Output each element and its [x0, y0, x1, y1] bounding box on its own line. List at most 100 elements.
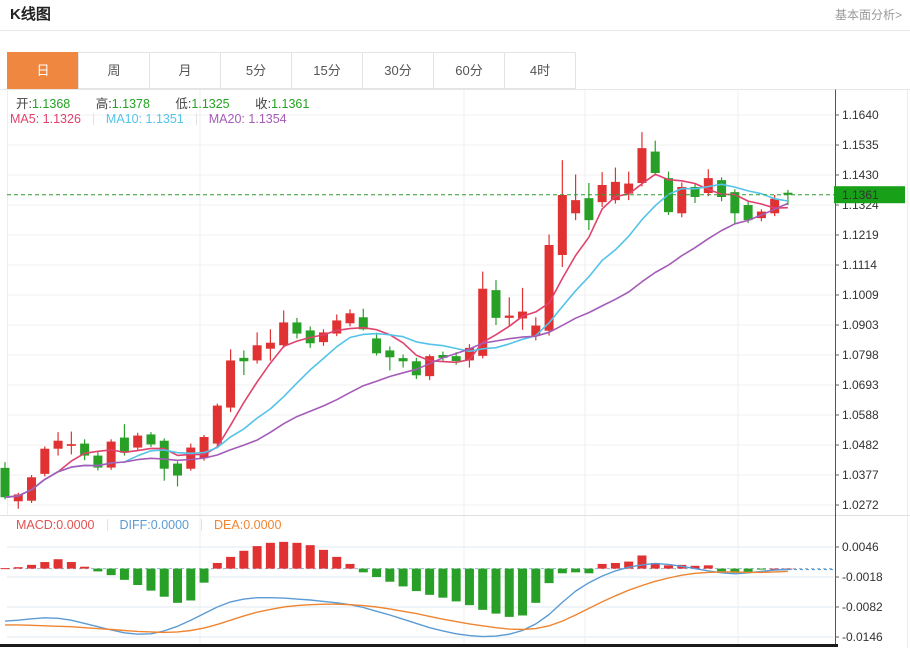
- page-title: K线图: [10, 6, 51, 23]
- macd-bar: [478, 568, 488, 610]
- macd-bar: [571, 568, 581, 573]
- candle-body: [544, 245, 554, 331]
- tab-60min[interactable]: 60分: [433, 52, 505, 89]
- current-price-badge: 1.1361: [834, 186, 905, 204]
- macd-bar: [199, 568, 209, 583]
- macd-bar: [584, 568, 594, 574]
- macd-bar: [756, 568, 766, 570]
- candle-body: [518, 311, 528, 319]
- chart-area[interactable]: 1.1640 1.1535 1.1430 1.1324 1.1219 1.1114 1.10…: [0, 89, 910, 648]
- macd-bar: [119, 568, 129, 580]
- price-axis-label: 1.1640: [842, 108, 879, 122]
- candle-body: [186, 447, 196, 469]
- macd-bar: [292, 542, 302, 569]
- macd-bar: [226, 556, 236, 569]
- candle-body: [279, 322, 289, 346]
- current-price-value: 1.1361: [842, 188, 879, 202]
- macd-bar: [0, 568, 10, 570]
- candle-body: [425, 356, 435, 377]
- macd-axis-label: 0.0046: [842, 540, 879, 554]
- candle-body: [93, 455, 103, 468]
- price-axis-label: 1.0482: [842, 438, 879, 452]
- tab-4hour[interactable]: 4时: [504, 52, 576, 89]
- macd-bar: [650, 562, 660, 569]
- candle-body: [557, 195, 567, 255]
- page-header: K线图 基本面分析>: [0, 0, 910, 31]
- candle-body: [690, 187, 700, 197]
- macd-bar: [624, 561, 634, 569]
- tab-30min[interactable]: 30分: [362, 52, 434, 89]
- macd-bar: [491, 568, 501, 614]
- candle-body: [53, 440, 63, 449]
- tab-5min[interactable]: 5分: [220, 52, 292, 89]
- macd-bar: [53, 559, 63, 569]
- macd-bar: [411, 568, 421, 592]
- ma20-line: [4, 202, 789, 499]
- tab-day[interactable]: 日: [7, 52, 79, 89]
- macd-bar: [332, 556, 342, 569]
- candle-body: [173, 463, 183, 476]
- price-axis-label: 1.0903: [842, 318, 879, 332]
- candle-body: [411, 361, 421, 376]
- macd-bar: [717, 568, 727, 572]
- macd-axis-label: -0.0082: [842, 600, 883, 614]
- candle-body: [624, 183, 634, 194]
- price-axis-label: 1.0377: [842, 468, 879, 482]
- price-axis-label: 1.1114: [842, 258, 877, 272]
- candle-body: [345, 313, 355, 324]
- tab-week[interactable]: 周: [78, 52, 150, 89]
- fundamental-analysis-link[interactable]: 基本面分析>: [834, 8, 902, 22]
- macd-bar: [557, 568, 567, 574]
- candle-body: [106, 441, 116, 468]
- macd-bar: [504, 568, 514, 617]
- price-axis-label: 1.0693: [842, 378, 879, 392]
- tab-15min[interactable]: 15分: [291, 52, 363, 89]
- candle-body: [584, 198, 594, 221]
- candle-body: [438, 355, 448, 358]
- macd-bar: [597, 563, 607, 569]
- candle-body: [385, 350, 395, 358]
- macd-bar: [544, 568, 554, 584]
- macd-bar: [27, 564, 37, 569]
- macd-bar: [464, 568, 474, 606]
- macd-bar: [703, 565, 713, 569]
- candle-body: [212, 405, 222, 444]
- macd-bar: [318, 549, 328, 569]
- ma10-line: [4, 183, 789, 499]
- candle-body: [40, 448, 50, 474]
- macd-bar: [173, 568, 183, 603]
- macd-bar: [66, 562, 76, 569]
- candle-body: [318, 332, 328, 343]
- macd-bar: [252, 546, 262, 569]
- price-axis-label: 1.1430: [842, 168, 879, 182]
- candle-body: [717, 180, 727, 197]
- candle-body: [332, 320, 342, 334]
- candle-body: [743, 205, 753, 221]
- candle-body: [703, 178, 713, 193]
- price-axis-label: 1.0798: [842, 348, 879, 362]
- tab-month[interactable]: 月: [149, 52, 221, 89]
- candle-body: [464, 347, 474, 361]
- candle-body: [677, 187, 687, 214]
- macd-bar: [637, 555, 647, 569]
- candle-body: [730, 192, 740, 214]
- price-axis-label: 1.0272: [842, 498, 879, 512]
- price-axis-label: 1.1009: [842, 288, 879, 302]
- candle-body: [637, 148, 647, 183]
- candle-body: [358, 317, 368, 330]
- candle-body: [146, 434, 156, 445]
- candle-body: [372, 338, 382, 354]
- candle-body: [451, 356, 461, 361]
- candle-body: [239, 357, 249, 362]
- candle-body: [610, 181, 620, 201]
- kline-chart-canvas[interactable]: 1.16401.15351.14301.13241.12191.11141.10…: [0, 89, 910, 648]
- macd-bar: [146, 568, 156, 591]
- macd-bar: [279, 541, 289, 569]
- candle-body: [478, 288, 488, 356]
- macd-bar: [438, 568, 448, 598]
- candle-body: [571, 200, 581, 214]
- macd-bar: [730, 568, 740, 573]
- diff-line: [4, 562, 788, 638]
- candle-body: [504, 315, 514, 318]
- candle-body: [13, 494, 23, 502]
